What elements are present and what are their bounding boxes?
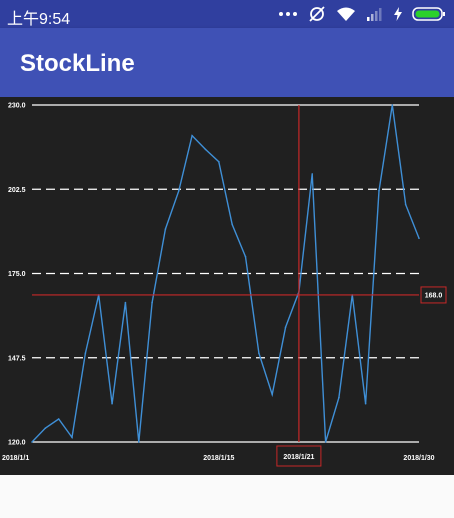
- data-point: [338, 396, 340, 399]
- data-point: [418, 237, 420, 240]
- x-tick-label: 2018/1/1: [2, 455, 29, 462]
- data-point: [218, 160, 220, 163]
- data-point: [84, 352, 87, 354]
- bottom-area: [0, 475, 454, 518]
- crosshair-y-box: [420, 286, 447, 304]
- crosshair-x-box: [276, 445, 322, 467]
- y-tick-label: 147.5: [8, 355, 26, 362]
- sync-off-icon: [309, 6, 325, 22]
- data-point: [364, 402, 367, 405]
- signal-icon: [367, 8, 382, 21]
- data-point: [111, 402, 113, 405]
- crosshair-y-label: 168.0: [425, 292, 443, 299]
- status-icons: [278, 4, 446, 24]
- data-point: [31, 441, 33, 443]
- data-point: [311, 173, 314, 175]
- stock-line-chart[interactable]: 230.0 202.5 175.0 147.5 120.0 2018/1/1 2018/1/…: [0, 97, 454, 475]
- data-point: [244, 255, 247, 258]
- more-icon: [279, 12, 297, 16]
- data-point: [378, 189, 380, 192]
- series-line: [31, 104, 420, 443]
- data-point: [324, 441, 327, 443]
- data-point: [57, 418, 60, 420]
- y-tick-label: 175.0: [8, 271, 26, 278]
- wifi-icon: [337, 7, 355, 21]
- x-tick-label: 2018/1/30: [403, 455, 434, 462]
- crosshair-x-label: 2018/1/21: [283, 454, 314, 461]
- data-point: [231, 223, 233, 226]
- data-point: [204, 148, 207, 151]
- data-point: [177, 189, 180, 192]
- chart-svg[interactable]: 230.0 202.5 175.0 147.5 120.0 2018/1/1 2018/1/…: [0, 97, 454, 475]
- data-point: [44, 427, 47, 430]
- battery-icon: [412, 7, 445, 21]
- data-point: [124, 301, 127, 304]
- app-title: StockLine: [20, 50, 135, 77]
- data-point: [137, 441, 140, 443]
- app-bar: StockLine: [0, 28, 454, 97]
- data-point: [164, 228, 167, 230]
- y-tick-label: 120.0: [8, 440, 26, 447]
- status-bar: 上午9:54: [0, 0, 454, 28]
- data-point: [271, 393, 274, 396]
- charging-icon: [394, 7, 402, 21]
- data-point: [258, 352, 260, 354]
- status-time: 上午9:54: [7, 11, 71, 28]
- data-point: [151, 301, 153, 304]
- data-point: [71, 436, 73, 439]
- data-point: [284, 326, 287, 328]
- data-point: [191, 134, 193, 137]
- y-tick-label: 202.5: [8, 187, 26, 194]
- data-point: [391, 104, 394, 106]
- y-tick-label: 230.0: [8, 103, 26, 110]
- data-point: [404, 203, 407, 206]
- x-tick-label: 2018/1/15: [203, 455, 234, 462]
